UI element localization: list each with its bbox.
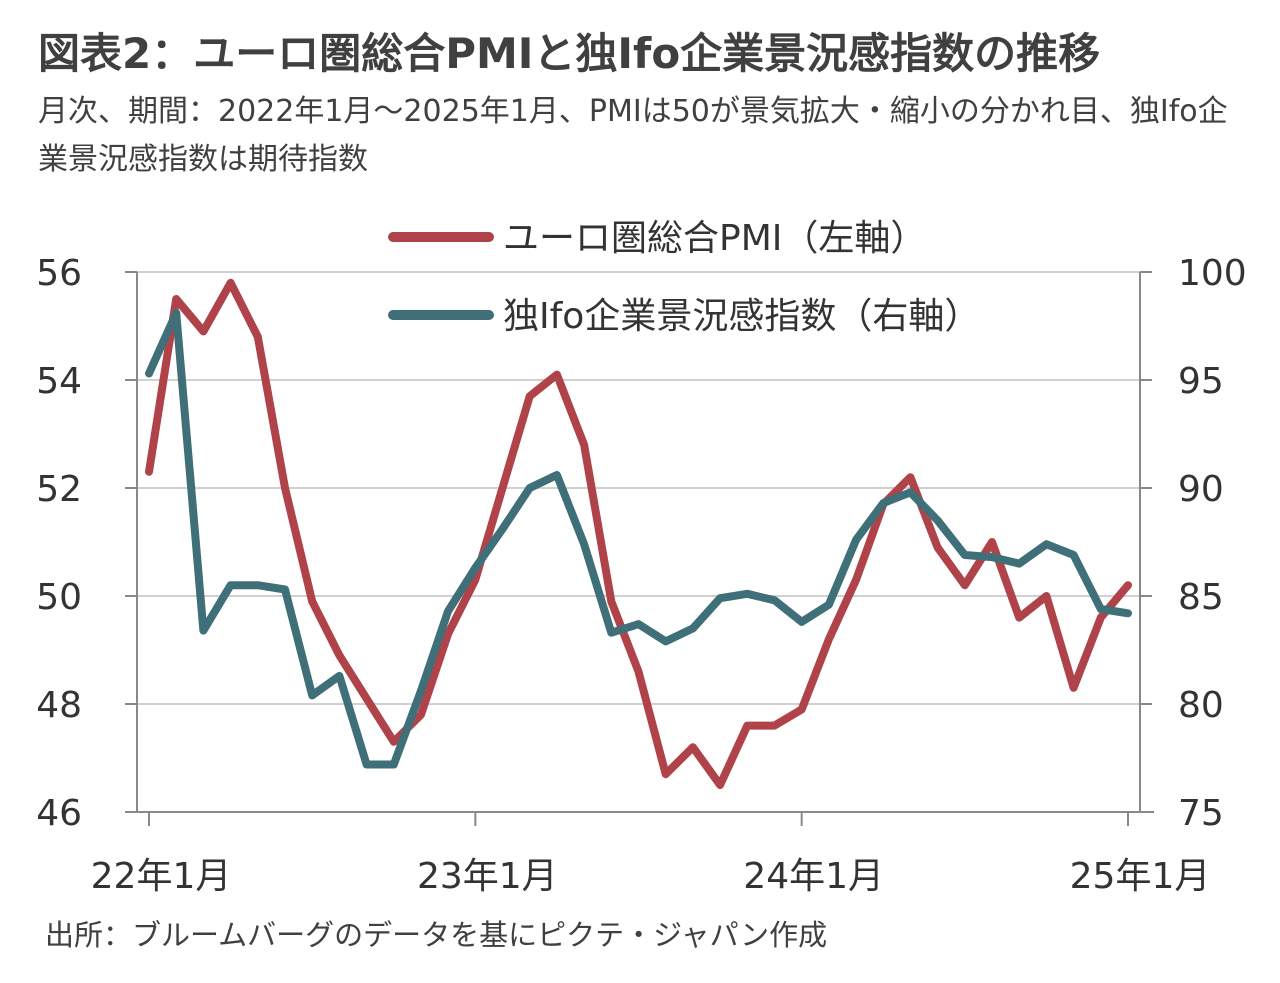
chart-source: 出所：ブルームバーグのデータを基にピクテ・ジャパン作成 <box>45 918 828 952</box>
chart-subtitle: 月次、期間：2022年1月～2025年1月、PMIは50が景気拡大・縮小の分かれ… <box>38 94 1228 177</box>
axes: 46 48 50 52 54 56 75 80 85 90 95 100 22年1月 23年1月 24年1月… <box>36 253 1247 897</box>
grid-lines <box>137 271 1140 705</box>
right-y-tick-label: 100 <box>1178 253 1247 294</box>
legend-label-pmi: ユーロ圏総合PMI（左軸） <box>503 218 926 259</box>
x-tick-label: 25年1月 <box>1070 856 1211 897</box>
right-y-tick-label: 80 <box>1178 685 1224 726</box>
left-y-tick-label: 48 <box>36 685 82 726</box>
left-y-tick-label: 46 <box>36 793 82 834</box>
left-y-tick-label: 54 <box>36 361 82 402</box>
legend: ユーロ圏総合PMI（左軸） 独Ifo企業景況感指数（右軸） <box>388 218 980 337</box>
legend-label-ifo: 独Ifo企業景況感指数（右軸） <box>503 296 980 337</box>
x-tick-label: 24年1月 <box>743 856 884 897</box>
series-lines <box>145 278 1132 789</box>
x-tick-label: 23年1月 <box>417 856 558 897</box>
right-y-tick-label: 75 <box>1178 793 1224 834</box>
pmi-series-line <box>145 278 1132 789</box>
right-y-tick-label: 95 <box>1178 361 1224 402</box>
chart-title: 図表2：ユーロ圏総合PMIと独Ifo企業景況感指数の推移 <box>38 29 1101 78</box>
ifo-series-line <box>145 309 1132 769</box>
x-tick-label: 22年1月 <box>91 856 232 897</box>
left-y-tick-label: 52 <box>36 469 82 510</box>
left-y-tick-label: 50 <box>36 577 82 618</box>
right-y-tick-label: 85 <box>1178 577 1224 618</box>
right-y-tick-label: 90 <box>1178 469 1224 510</box>
left-y-tick-label: 56 <box>36 253 82 294</box>
